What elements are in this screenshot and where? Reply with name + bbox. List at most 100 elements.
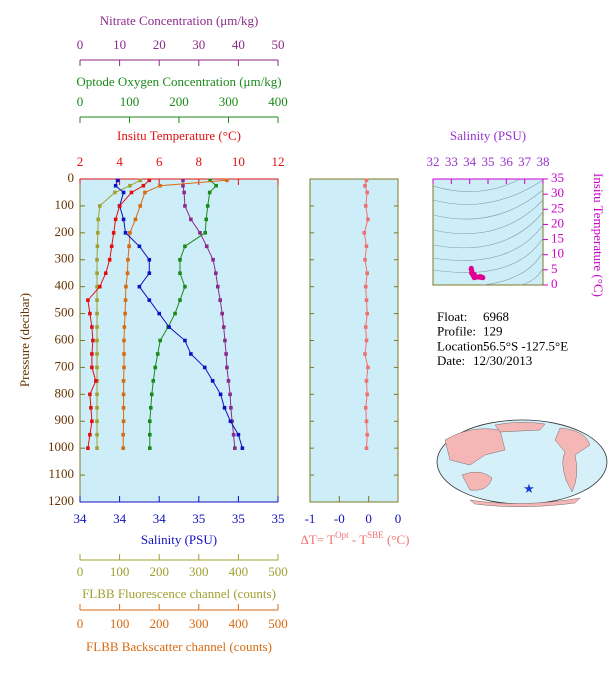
profile-point bbox=[90, 365, 94, 370]
profile-line bbox=[122, 179, 227, 449]
profile-point bbox=[103, 271, 108, 276]
profile-point bbox=[214, 271, 218, 276]
profile-point bbox=[155, 352, 160, 356]
x-tick-label: 100 bbox=[110, 564, 130, 579]
y-tick-label: 0 bbox=[68, 170, 75, 185]
profile-point bbox=[221, 325, 226, 329]
axis-title-part: SBE bbox=[367, 530, 384, 540]
profile-point bbox=[363, 325, 368, 329]
profile-point bbox=[365, 311, 369, 316]
y-tick-label: 15 bbox=[551, 231, 564, 246]
x-tick-label: 400 bbox=[268, 94, 288, 109]
profile-point bbox=[183, 204, 187, 208]
axis-title: ΔT= TOpt - TSBE (°C) bbox=[301, 530, 410, 547]
x-tick-label: 0 bbox=[395, 511, 402, 526]
profile-point bbox=[123, 298, 128, 302]
float-location-star: ★ bbox=[523, 481, 535, 496]
profile-point bbox=[124, 284, 128, 289]
profile-point bbox=[107, 257, 112, 262]
y-tick-label: 10 bbox=[551, 246, 564, 261]
profile-point bbox=[90, 352, 94, 356]
profile-point bbox=[95, 244, 100, 249]
profile-point bbox=[95, 392, 99, 397]
y-axis-title: Pressure (decibar) bbox=[17, 293, 32, 387]
profile-point bbox=[96, 231, 100, 235]
x-tick-label: 38 bbox=[537, 154, 550, 169]
profile-point bbox=[95, 446, 99, 450]
profile-point bbox=[173, 311, 177, 316]
x-tick-label: 34 bbox=[74, 511, 88, 526]
profile-point bbox=[95, 365, 99, 370]
y-tick-label: 1200 bbox=[48, 493, 74, 508]
x-tick-label: 35 bbox=[192, 511, 205, 526]
y-tick-label: 900 bbox=[55, 412, 75, 427]
y-tick-label: 0 bbox=[551, 276, 558, 291]
axis-title-part: ΔT= T bbox=[301, 532, 336, 547]
density-contours bbox=[433, 179, 543, 285]
y-tick-label: 1100 bbox=[48, 466, 74, 481]
profile-point bbox=[115, 178, 120, 183]
x-tick-label: 35 bbox=[232, 511, 245, 526]
x-tick-label: 8 bbox=[196, 154, 203, 169]
profile-point bbox=[226, 379, 231, 383]
profile-point bbox=[203, 231, 208, 235]
profile-point bbox=[91, 338, 95, 343]
x-tick-label: 0 bbox=[365, 511, 372, 526]
x-tick-label: 30 bbox=[192, 37, 205, 52]
profile-point bbox=[365, 190, 369, 195]
x-tick-label: 36 bbox=[500, 154, 514, 169]
profile-point bbox=[210, 379, 215, 383]
profile-point bbox=[128, 183, 132, 188]
profile-point bbox=[189, 352, 193, 356]
profile-point bbox=[149, 392, 154, 397]
profile-point bbox=[218, 298, 222, 302]
profile-point bbox=[178, 271, 182, 276]
profile-point bbox=[95, 284, 99, 289]
axis-title: Nitrate Concentration (μm/kg) bbox=[100, 13, 259, 28]
info-label: Float: bbox=[437, 309, 467, 324]
y-tick-label: 300 bbox=[55, 251, 75, 266]
profile-point bbox=[363, 405, 368, 410]
profile-point bbox=[138, 178, 142, 183]
y-tick-label: 100 bbox=[55, 197, 75, 212]
x-tick-label: 35 bbox=[272, 511, 285, 526]
axis-title: FLBB Backscatter channel (counts) bbox=[86, 639, 272, 654]
profile-point bbox=[143, 190, 147, 195]
info-value: 6968 bbox=[483, 309, 509, 324]
profile-point bbox=[233, 446, 237, 450]
profile-point bbox=[122, 338, 126, 343]
profile-point bbox=[158, 183, 162, 188]
profile-point bbox=[96, 217, 101, 222]
y-tick-label: 35 bbox=[551, 170, 564, 185]
profile-point bbox=[236, 432, 241, 437]
profile-point bbox=[125, 271, 130, 276]
profile-point bbox=[86, 446, 90, 450]
profile-point bbox=[90, 325, 94, 329]
profile-point bbox=[365, 432, 369, 437]
profile-point bbox=[147, 257, 152, 262]
profile-point bbox=[128, 231, 132, 235]
profile-line bbox=[182, 180, 236, 449]
profile-point bbox=[364, 244, 369, 249]
x-tick-label: 200 bbox=[149, 616, 169, 631]
y-axis-title: Insitu Temperature (°C) bbox=[591, 173, 606, 297]
profile-point bbox=[121, 419, 126, 424]
x-tick-label: 200 bbox=[169, 94, 189, 109]
x-tick-label: 50 bbox=[272, 37, 285, 52]
x-tick-label: 10 bbox=[232, 154, 245, 169]
profile-point bbox=[167, 325, 171, 329]
profile-point bbox=[121, 446, 125, 450]
profile-point bbox=[204, 244, 209, 249]
x-tick-label: 300 bbox=[189, 564, 209, 579]
profile-point bbox=[224, 352, 228, 356]
profile-point bbox=[222, 405, 227, 410]
x-tick-label: 2 bbox=[77, 154, 84, 169]
profile-point bbox=[157, 311, 161, 316]
profile-point bbox=[364, 446, 369, 450]
y-tick-label: 30 bbox=[551, 185, 564, 200]
profile-point bbox=[98, 284, 102, 289]
profile-point bbox=[207, 190, 212, 195]
profile-point bbox=[113, 217, 118, 222]
profile-point bbox=[229, 405, 233, 410]
x-tick-label: 0 bbox=[77, 564, 84, 579]
